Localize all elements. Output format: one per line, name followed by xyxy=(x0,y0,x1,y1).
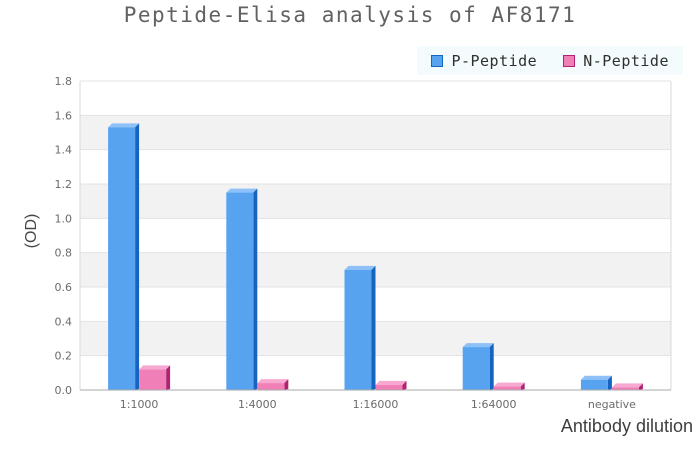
bar-side-N-Peptide-1 xyxy=(284,379,289,390)
y-tick-label: 1.0 xyxy=(55,212,73,225)
bar-P-Peptide-1 xyxy=(226,192,254,390)
x-tick-label: 1:64000 xyxy=(471,398,517,411)
bar-side-N-Peptide-3 xyxy=(520,382,525,390)
bar-N-Peptide-1 xyxy=(257,383,285,390)
y-tick-label: 0.6 xyxy=(55,281,73,294)
bar-top-N-Peptide-0 xyxy=(139,365,171,370)
bar-top-N-Peptide-4 xyxy=(611,383,643,388)
bar-P-Peptide-3 xyxy=(462,347,490,390)
y-tick-label: 1.6 xyxy=(55,109,73,122)
bar-side-P-Peptide-3 xyxy=(489,343,494,390)
y-tick-label: 0.0 xyxy=(55,384,73,397)
p-peptide-swatch-icon xyxy=(431,54,444,67)
y-tick-label: 1.4 xyxy=(55,144,73,157)
bar-side-P-Peptide-1 xyxy=(253,188,258,390)
bar-top-N-Peptide-1 xyxy=(257,379,289,384)
y-tick-label: 1.8 xyxy=(55,75,73,88)
x-tick-label: 1:1000 xyxy=(120,398,159,411)
grid-band xyxy=(80,184,671,219)
legend-item-n-peptide[interactable]: N-Peptide xyxy=(563,52,669,70)
grid-band xyxy=(80,115,671,150)
x-tick-label: 1:16000 xyxy=(353,398,399,411)
bar-N-Peptide-2 xyxy=(375,384,403,390)
y-tick-label: 0.4 xyxy=(55,315,73,328)
y-tick-label: 1.2 xyxy=(55,178,73,191)
x-tick-label: 1:4000 xyxy=(238,398,277,411)
bar-top-P-Peptide-3 xyxy=(462,343,494,348)
grid-band xyxy=(80,149,671,184)
bar-N-Peptide-3 xyxy=(493,386,521,390)
grid-band xyxy=(80,81,671,116)
bar-top-P-Peptide-1 xyxy=(226,188,258,193)
bar-side-P-Peptide-2 xyxy=(371,265,376,390)
y-tick-label: 0.2 xyxy=(55,350,73,363)
bar-side-N-Peptide-2 xyxy=(402,380,407,390)
bar-side-P-Peptide-0 xyxy=(135,123,140,390)
bar-side-N-Peptide-4 xyxy=(638,383,643,390)
bar-top-P-Peptide-2 xyxy=(344,265,376,270)
bar-P-Peptide-0 xyxy=(108,127,136,390)
legend-label-n-peptide: N-Peptide xyxy=(583,51,669,70)
bar-N-Peptide-0 xyxy=(139,369,167,390)
bar-P-Peptide-4 xyxy=(580,379,608,390)
x-axis-title: Antibody dilution xyxy=(560,416,693,436)
bar-N-Peptide-4 xyxy=(611,387,639,390)
legend-label-p-peptide: P-Peptide xyxy=(451,51,538,70)
bar-side-N-Peptide-0 xyxy=(166,365,171,390)
grid-band xyxy=(80,218,671,253)
legend-item-p-peptide[interactable]: P-Peptide xyxy=(431,52,537,70)
y-axis-title: (OD) xyxy=(23,213,40,249)
bar-P-Peptide-2 xyxy=(344,269,372,390)
x-tick-label: negative xyxy=(588,398,636,411)
bar-top-N-Peptide-3 xyxy=(493,382,525,387)
n-peptide-swatch-icon xyxy=(563,54,576,67)
y-tick-label: 0.8 xyxy=(55,247,73,260)
bar-top-P-Peptide-4 xyxy=(580,375,612,380)
bar-top-P-Peptide-0 xyxy=(108,123,140,128)
bar-side-P-Peptide-4 xyxy=(607,375,612,390)
chart-title: Peptide-Elisa analysis of AF8171 xyxy=(123,3,577,27)
bar-top-N-Peptide-2 xyxy=(375,380,407,385)
legend: P-Peptide N-Peptide xyxy=(417,46,683,75)
